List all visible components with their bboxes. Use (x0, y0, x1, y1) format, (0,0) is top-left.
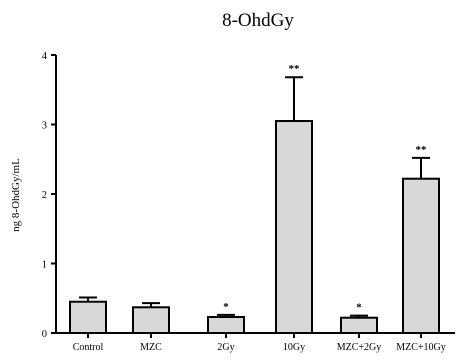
bar (69, 300, 107, 335)
y-axis-label: ng 8-OhdGy/mL (10, 158, 22, 232)
x-tick-label: MZC (140, 342, 162, 353)
y-tick-label: 4 (42, 51, 48, 62)
y-tick-label: 2 (42, 190, 47, 201)
plot-area: 0 1 2 3 4 Control MZC * 2Gy ** 10Gy * MZC+2Gy ** MZC+1… (42, 51, 455, 353)
bar (207, 316, 245, 335)
bar (132, 306, 170, 335)
significance-marker: ** (289, 63, 301, 75)
y-tick-label: 3 (42, 121, 47, 132)
x-tick-label: MZC+2Gy (337, 342, 382, 353)
significance-marker: * (223, 301, 229, 313)
significance-marker: * (356, 302, 362, 314)
x-tick-label: 10Gy (283, 342, 305, 353)
x-tick-label: Control (73, 342, 104, 353)
significance-marker: ** (416, 144, 428, 156)
chart-title: 8-OhdGy (222, 10, 294, 31)
y-tick-label: 1 (42, 260, 47, 271)
bar (340, 316, 378, 334)
y-tick-label: 0 (42, 329, 47, 340)
bar (275, 120, 313, 335)
x-tick-label: 2Gy (217, 342, 234, 353)
bar (402, 177, 440, 334)
x-tick-label: MZC+10Gy (396, 342, 446, 353)
